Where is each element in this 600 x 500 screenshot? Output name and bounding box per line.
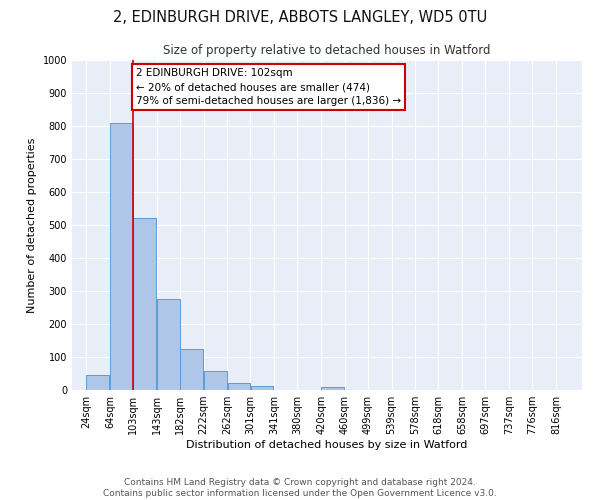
Bar [157, 299, 180, 390]
Bar [133, 218, 156, 390]
Bar [86, 375, 109, 390]
Bar [180, 349, 203, 390]
Bar [110, 122, 133, 390]
Text: 2 EDINBURGH DRIVE: 102sqm
← 20% of detached houses are smaller (474)
79% of semi: 2 EDINBURGH DRIVE: 102sqm ← 20% of detac… [136, 68, 401, 106]
X-axis label: Distribution of detached houses by size in Watford: Distribution of detached houses by size … [187, 440, 467, 450]
Title: Size of property relative to detached houses in Watford: Size of property relative to detached ho… [163, 44, 491, 58]
Text: 2, EDINBURGH DRIVE, ABBOTS LANGLEY, WD5 0TU: 2, EDINBURGH DRIVE, ABBOTS LANGLEY, WD5 … [113, 10, 487, 25]
Bar [251, 386, 274, 390]
Text: Contains HM Land Registry data © Crown copyright and database right 2024.
Contai: Contains HM Land Registry data © Crown c… [103, 478, 497, 498]
Bar [227, 382, 250, 390]
Y-axis label: Number of detached properties: Number of detached properties [27, 138, 37, 312]
Bar [321, 388, 344, 390]
Bar [204, 371, 227, 390]
